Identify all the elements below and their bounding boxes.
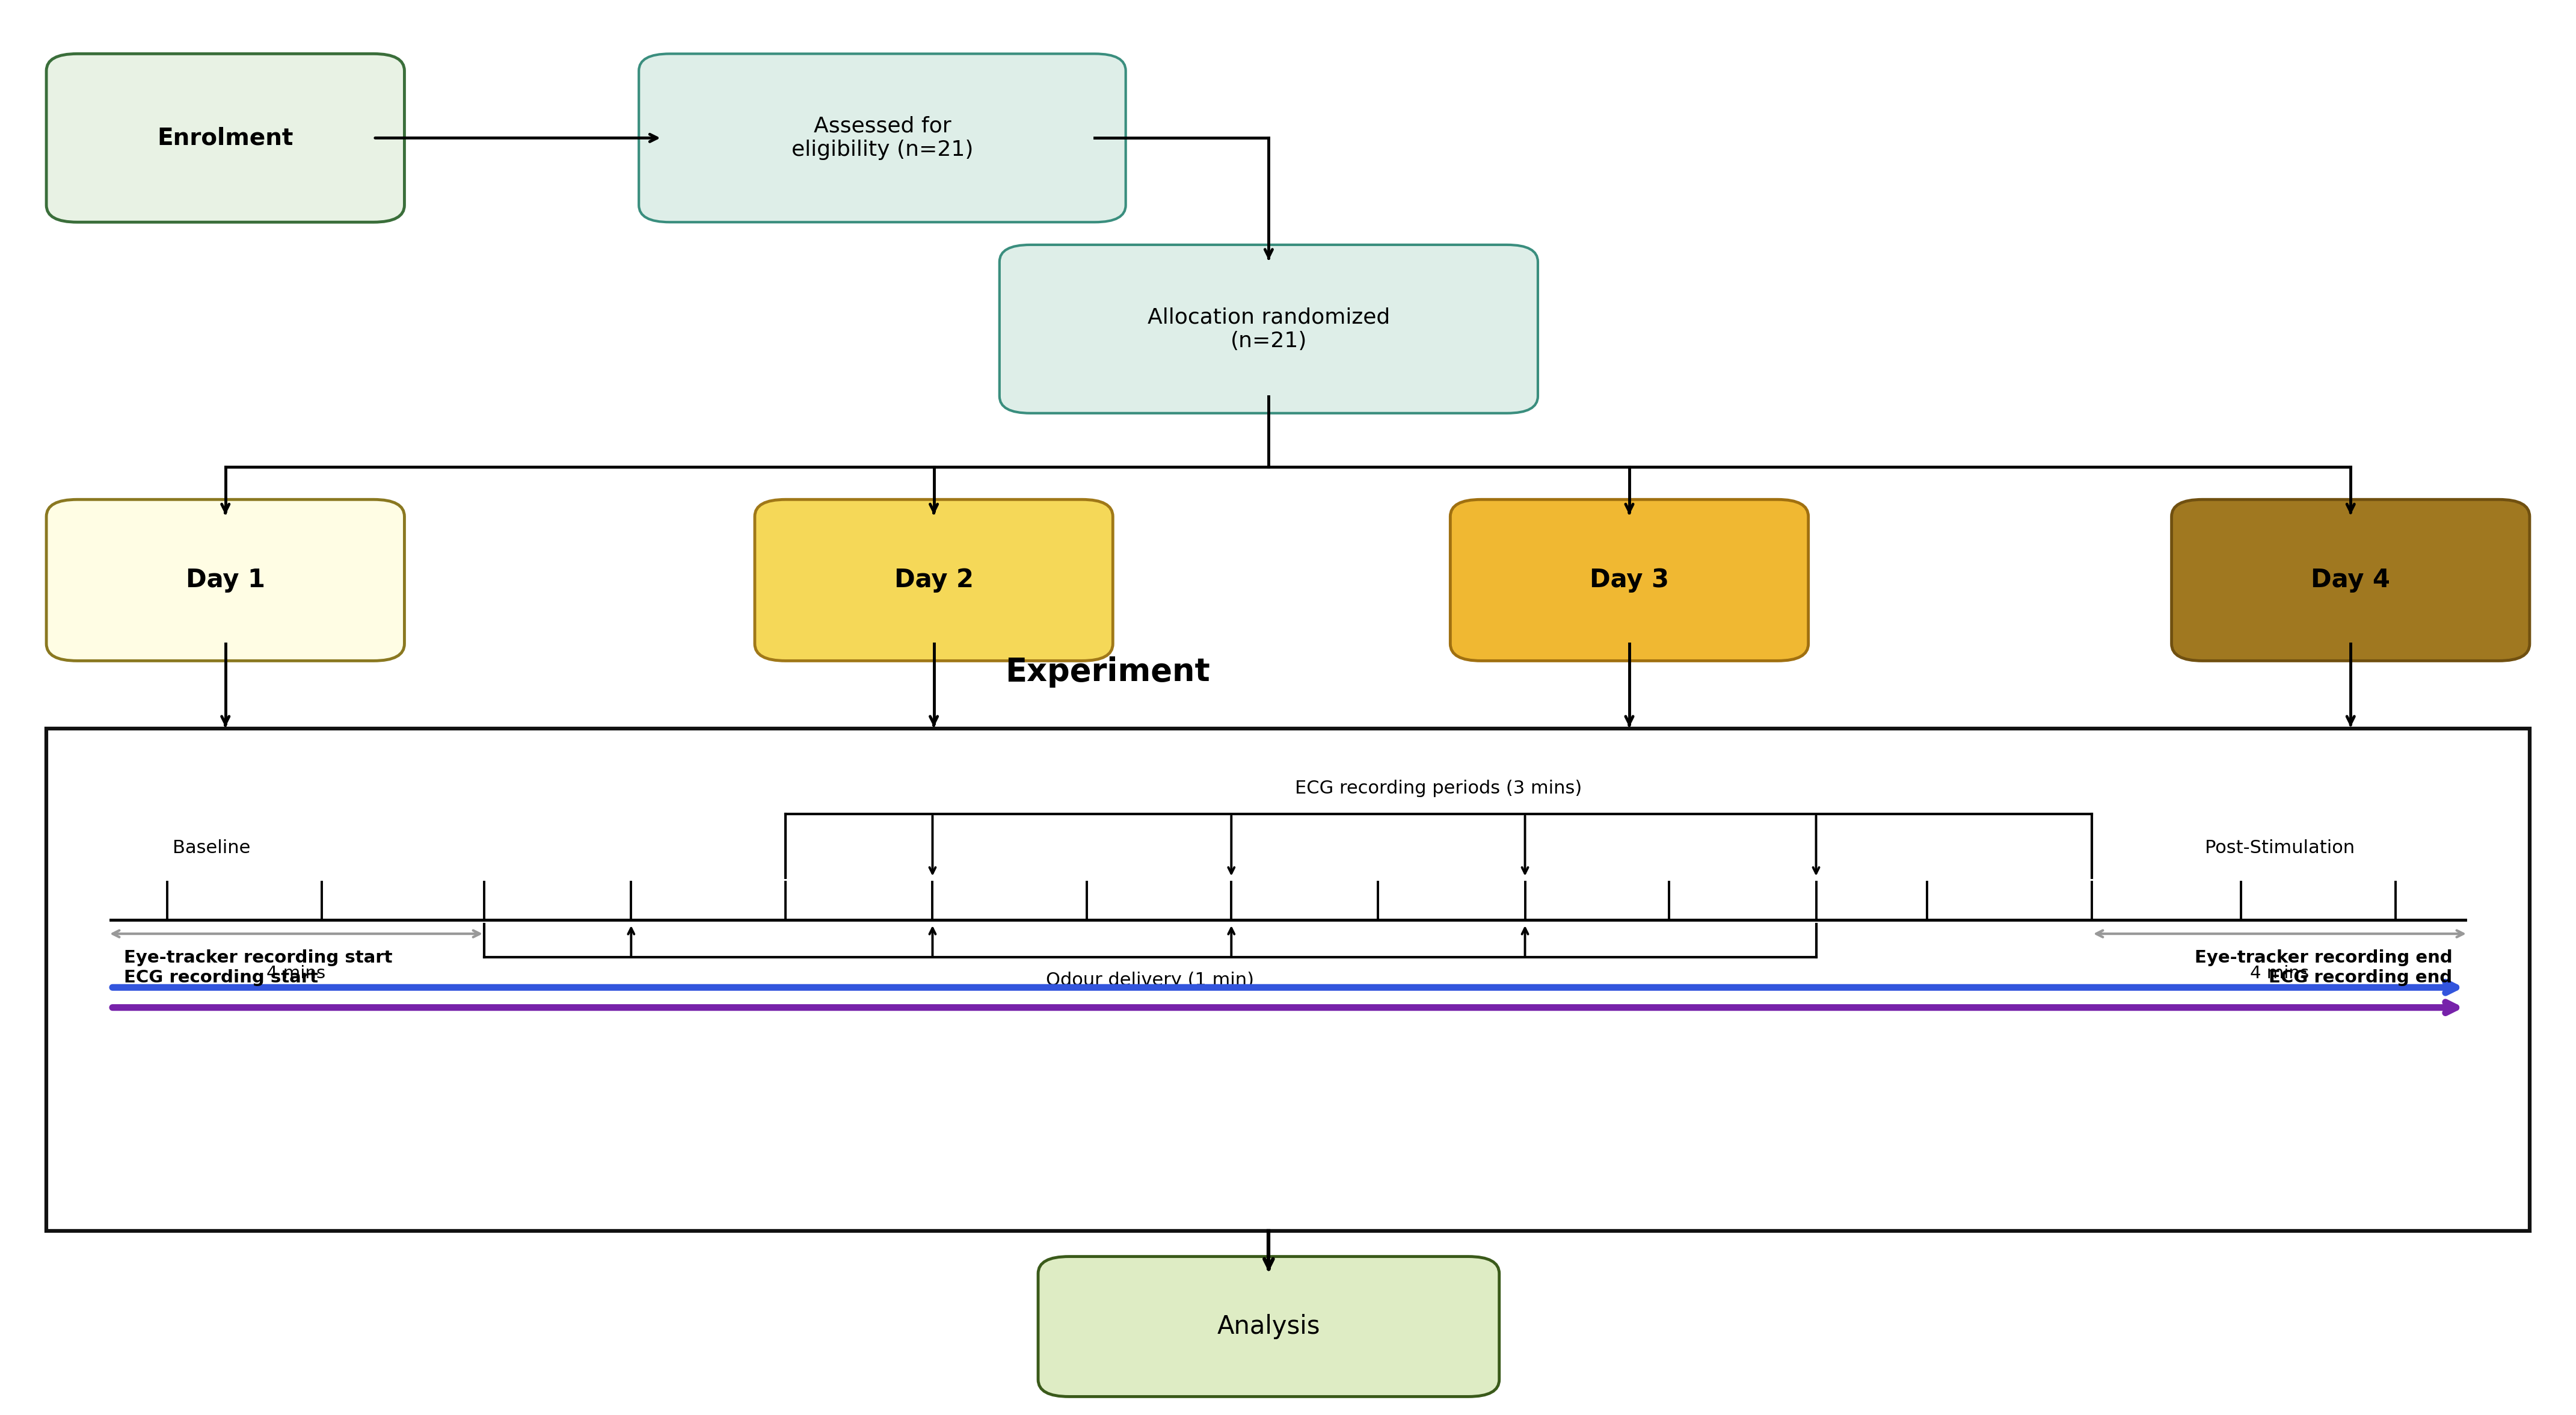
FancyBboxPatch shape bbox=[999, 245, 1538, 413]
Text: 4 mins: 4 mins bbox=[2251, 965, 2308, 982]
Bar bbox=[46, 729, 2530, 1231]
Text: Odour delivery (1 min): Odour delivery (1 min) bbox=[1046, 972, 1255, 989]
Text: ECG recording end: ECG recording end bbox=[2269, 969, 2452, 986]
FancyBboxPatch shape bbox=[755, 499, 1113, 661]
Text: Eye-tracker recording start: Eye-tracker recording start bbox=[124, 949, 392, 966]
Text: Analysis: Analysis bbox=[1216, 1315, 1321, 1339]
Text: Day 3: Day 3 bbox=[1589, 567, 1669, 593]
Text: Day 1: Day 1 bbox=[185, 567, 265, 593]
FancyBboxPatch shape bbox=[46, 499, 404, 661]
Text: Enrolment: Enrolment bbox=[157, 126, 294, 150]
Text: 4 mins: 4 mins bbox=[268, 965, 325, 982]
Text: ECG recording periods (3 mins): ECG recording periods (3 mins) bbox=[1296, 780, 1582, 797]
Text: Day 2: Day 2 bbox=[894, 567, 974, 593]
FancyBboxPatch shape bbox=[2172, 499, 2530, 661]
FancyBboxPatch shape bbox=[46, 54, 404, 222]
Text: Baseline: Baseline bbox=[173, 839, 250, 856]
Text: ECG recording start: ECG recording start bbox=[124, 969, 317, 986]
Text: Assessed for
eligibility (n=21): Assessed for eligibility (n=21) bbox=[791, 116, 974, 160]
Text: Eye-tracker recording end: Eye-tracker recording end bbox=[2195, 949, 2452, 966]
FancyBboxPatch shape bbox=[1450, 499, 1808, 661]
Text: Post-Stimulation: Post-Stimulation bbox=[2205, 839, 2354, 856]
FancyBboxPatch shape bbox=[639, 54, 1126, 222]
FancyBboxPatch shape bbox=[1038, 1257, 1499, 1397]
Text: Experiment: Experiment bbox=[1005, 657, 1211, 688]
Text: Allocation randomized
(n=21): Allocation randomized (n=21) bbox=[1146, 307, 1391, 351]
Text: Day 4: Day 4 bbox=[2311, 567, 2391, 593]
